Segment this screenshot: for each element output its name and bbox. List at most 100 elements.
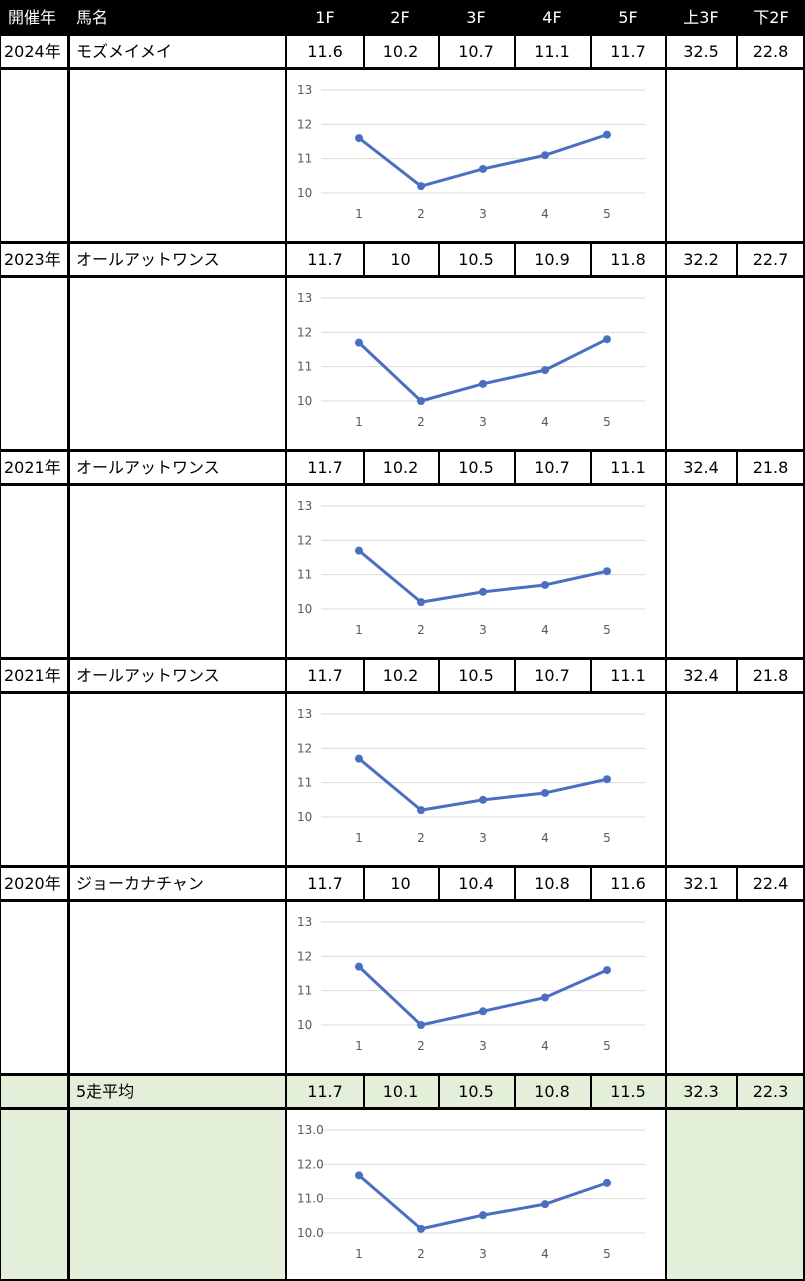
x-tick-label: 4: [541, 1247, 549, 1261]
y-tick-label: 11: [297, 984, 312, 998]
data-point: [541, 993, 549, 1002]
cell-divider: [736, 1076, 738, 1108]
cell-divider: [438, 244, 440, 276]
x-tick-label: 5: [603, 831, 611, 845]
cell-divider: [438, 452, 440, 484]
data-point: [417, 1224, 425, 1233]
cell-divider: [363, 244, 365, 276]
race-row-last2f: 21.8: [752, 458, 789, 477]
cell-divider: [590, 452, 592, 484]
band-divider: [0, 449, 805, 452]
y-tick-label: 12.0: [297, 1157, 324, 1171]
data-point: [603, 335, 611, 344]
data-point: [603, 567, 611, 576]
data-point: [479, 1211, 487, 1220]
race-row-lap-5: 11.6: [610, 874, 646, 893]
race-row-last2f: 22.4: [752, 874, 789, 893]
x-tick-label: 2: [417, 207, 425, 221]
horse-column-divider: [285, 35, 287, 1281]
race-row-lap-1: 11.7: [307, 666, 343, 685]
y-tick-label: 13: [297, 291, 312, 305]
race-row-last2f: 21.8: [752, 666, 789, 685]
cell-divider: [363, 36, 365, 68]
data-point: [355, 754, 363, 763]
x-tick-label: 2: [417, 831, 425, 845]
row-divider: [0, 691, 805, 694]
cell-divider: [363, 868, 365, 900]
x-tick-label: 3: [479, 207, 487, 221]
race-row-lap-3: 10.5: [458, 458, 494, 477]
data-point: [355, 546, 363, 555]
data-point: [541, 788, 549, 797]
band-divider: [0, 865, 805, 868]
data-point: [479, 1007, 487, 1016]
series-line: [357, 337, 608, 403]
y-tick-label: 10: [297, 602, 312, 616]
x-tick-label: 5: [603, 1039, 611, 1053]
data-point: [603, 775, 611, 784]
y-tick-label: 12: [297, 325, 312, 339]
data-point: [479, 587, 487, 596]
race-row-lap-2: 10.2: [382, 666, 419, 685]
header-bar: 開催年 馬名 1F 2F 3F 4F 5F 上3F 下2F: [0, 0, 805, 35]
lap-chart-svg: 10.0 11.0 12.0 13.0 1 2 3 4 5: [297, 1123, 645, 1261]
lap-chart: 10 11 12 13 1 2 3 4 5: [285, 71, 665, 241]
average-row-lap-2: 10.1: [382, 1082, 419, 1101]
y-tick-label: 13: [297, 83, 312, 97]
data-point: [603, 1178, 611, 1187]
average-row-last2f: 22.3: [752, 1082, 789, 1101]
y-tick-label: 10: [297, 1018, 312, 1032]
y-tick-label: 13: [297, 499, 312, 513]
cell-divider: [438, 36, 440, 68]
race-row-lap-2: 10: [390, 250, 411, 269]
race-row-first3f: 32.2: [683, 250, 719, 269]
race-row-first3f: 32.4: [683, 458, 719, 477]
race-row-year: 2020年: [4, 874, 61, 893]
left-border: [0, 35, 1, 1281]
average-row-first3f: 32.3: [683, 1082, 719, 1101]
cell-divider: [514, 36, 516, 68]
y-tick-label: 12: [297, 949, 312, 963]
race-row-horse: モズメイメイ: [76, 42, 173, 61]
x-tick-label: 2: [417, 415, 425, 429]
data-point: [417, 182, 425, 191]
x-tick-label: 2: [417, 1039, 425, 1053]
cell-divider: [736, 452, 738, 484]
race-row-first3f: 32.1: [683, 874, 719, 893]
race-row-lap-1: 11.7: [307, 874, 343, 893]
race-row-lap-1: 11.7: [307, 458, 343, 477]
header-col-4: 4F: [542, 8, 562, 27]
cell-divider: [736, 36, 738, 68]
data-point: [479, 164, 487, 173]
cell-divider: [514, 244, 516, 276]
race-row-year: 2024年: [4, 42, 61, 61]
x-tick-label: 4: [541, 623, 549, 637]
bottom-border: [0, 1279, 805, 1281]
header-col-1: 1F: [315, 8, 335, 27]
average-row-bg: [0, 1076, 805, 1108]
cell-divider: [736, 244, 738, 276]
row-divider: [0, 1107, 805, 1110]
lap-chart: 10 11 12 13 1 2 3 4 5: [285, 695, 665, 865]
header-col-7: 下2F: [753, 8, 789, 27]
cell-divider: [514, 1076, 516, 1108]
band-divider: [0, 1073, 805, 1076]
race-row-lap-2: 10.2: [382, 458, 419, 477]
x-tick-label: 5: [603, 1247, 611, 1261]
average-right-bg: [666, 1108, 805, 1281]
data-point: [479, 795, 487, 804]
race-row-lap-4: 11.1: [534, 42, 570, 61]
y-tick-label: 12: [297, 741, 312, 755]
y-tick-label: 10: [297, 810, 312, 824]
y-tick-label: 11.0: [297, 1192, 324, 1206]
cell-divider: [363, 1076, 365, 1108]
header-horse: 馬名: [76, 8, 109, 27]
header-col-3: 3F: [466, 8, 486, 27]
race-row-horse: ジョーカナチャン: [76, 874, 204, 893]
cell-divider: [590, 36, 592, 68]
race-row-year: 2021年: [4, 666, 61, 685]
y-tick-label: 11: [297, 152, 312, 166]
